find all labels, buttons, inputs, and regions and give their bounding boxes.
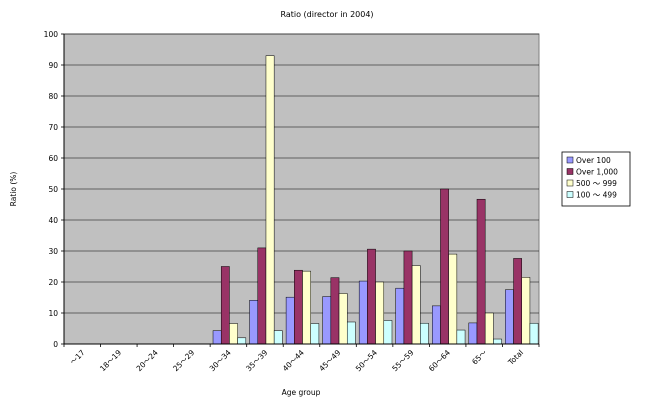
chart-title: Ratio (director in 2004) <box>280 10 373 19</box>
y-tick-label: 60 <box>48 154 58 163</box>
bar <box>330 277 340 345</box>
legend-box <box>561 151 631 207</box>
x-tick-label: 45～49 <box>317 348 342 373</box>
bar <box>440 188 449 345</box>
bar <box>375 281 385 345</box>
bar <box>513 258 522 345</box>
bar <box>322 296 332 345</box>
bar <box>456 329 466 345</box>
y-axis-label: Ratio (%) <box>9 172 18 207</box>
x-axis-ticks: ～17 18～19 20～24 25～29 30～34 35～39 40～44 45～49 50… <box>63 344 540 373</box>
bar <box>395 287 405 345</box>
bar <box>265 55 275 345</box>
legend-label: 500 ～ 999 <box>576 179 617 188</box>
legend-swatch <box>566 179 574 187</box>
bar <box>484 312 494 345</box>
y-tick-label: 10 <box>48 309 58 318</box>
y-tick-label: 40 <box>48 216 58 225</box>
y-tick-label: 100 <box>44 30 59 39</box>
legend-label: Over 1,000 <box>576 168 618 177</box>
legend-swatch <box>566 156 574 164</box>
legend-label: 100 ～ 499 <box>576 191 617 200</box>
bar <box>403 250 413 345</box>
y-axis-ticks: 0 10 20 30 40 50 60 70 80 90 100 <box>44 30 64 349</box>
bar <box>383 320 393 345</box>
bar <box>367 248 376 345</box>
bar <box>529 322 539 345</box>
bar <box>521 277 531 345</box>
y-tick-label: 90 <box>48 61 58 70</box>
legend-label: Over 100 <box>576 156 611 165</box>
bar <box>493 338 502 345</box>
bar <box>346 321 356 345</box>
x-tick-label: 25～29 <box>171 348 196 373</box>
x-tick-label: 18～19 <box>98 348 123 373</box>
y-tick-label: 50 <box>48 185 58 194</box>
bar <box>476 198 486 345</box>
y-tick-label: 30 <box>48 247 58 256</box>
bar <box>237 337 247 345</box>
x-tick-label: 55～59 <box>390 348 415 373</box>
bar <box>229 323 238 345</box>
bar <box>257 247 267 345</box>
x-tick-label: 65～ <box>470 348 489 367</box>
x-tick-label: 20～24 <box>135 348 160 373</box>
legend-swatch <box>566 191 574 198</box>
bar <box>448 253 458 345</box>
x-tick-label: 35～39 <box>244 348 269 373</box>
x-tick-label: 30～34 <box>208 348 233 373</box>
legend-swatch <box>566 168 574 175</box>
y-tick-label: 70 <box>48 123 58 132</box>
bar <box>302 270 311 345</box>
bar <box>358 280 368 345</box>
x-tick-label: 60～64 <box>427 348 452 373</box>
bar <box>338 293 348 345</box>
bar <box>505 289 514 345</box>
x-axis-label: Age group <box>282 388 321 397</box>
bar <box>468 322 478 345</box>
gridlines <box>64 33 539 314</box>
y-tick-label: 0 <box>53 340 58 349</box>
bar <box>285 296 295 345</box>
y-tick-label: 80 <box>48 92 58 101</box>
bars <box>212 55 539 345</box>
bar <box>273 330 283 345</box>
bar <box>310 323 320 345</box>
x-tick-label: ～17 <box>68 348 87 367</box>
x-tick-label: 50～54 <box>354 348 379 373</box>
x-tick-label: 40～44 <box>281 348 306 373</box>
bar <box>249 300 259 345</box>
bar <box>411 265 421 345</box>
bar <box>420 322 429 345</box>
legend: Over 100 Over 1,000 500 ～ 999 100 ～ 499 <box>561 151 631 207</box>
bar <box>212 330 222 345</box>
bar <box>220 266 230 345</box>
bar <box>432 305 441 345</box>
x-tick-label: Total <box>506 348 525 367</box>
y-tick-label: 20 <box>48 278 58 287</box>
bar <box>294 269 303 345</box>
